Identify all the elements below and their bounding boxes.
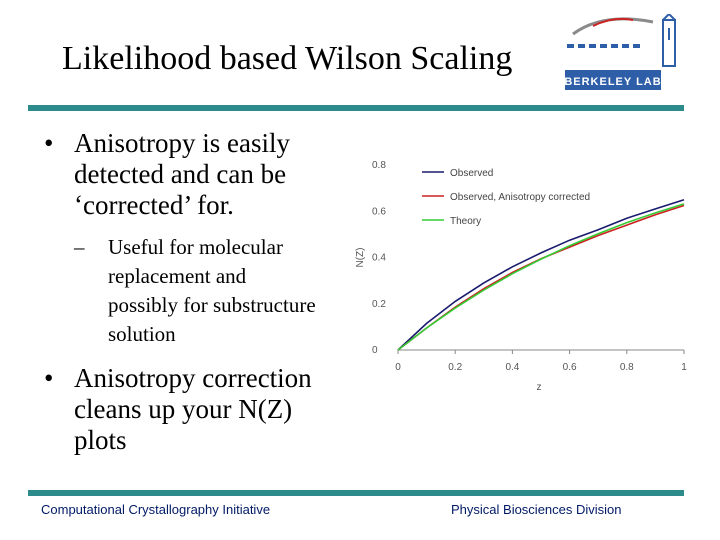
- y-tick-label: 0: [372, 345, 378, 356]
- subbullet-line: Useful for molecular: [108, 235, 283, 259]
- title-divider: [28, 105, 684, 111]
- y-tick-label: 0.2: [372, 299, 386, 310]
- subbullet-line: solution: [108, 322, 176, 346]
- bullet-line: Anisotropy correction: [74, 363, 312, 393]
- x-axis-label: z: [537, 382, 542, 393]
- x-tick-label: 0.2: [448, 362, 462, 373]
- bullet-marker: •: [44, 128, 54, 158]
- slide-title: Likelihood based Wilson Scaling: [62, 40, 513, 77]
- x-tick-label: 0.8: [620, 362, 634, 373]
- subbullet-molecular-replacement: – Useful for molecular replacement and p…: [74, 233, 364, 349]
- nz-chart: 0 0.2 0.4 0.6 0.8 0 0.2 0.4 0.6 0.8 1 z N(Z) Observed…: [355, 160, 687, 393]
- y-axis-label: N(Z): [355, 248, 366, 268]
- logo-bars-icon: [567, 44, 640, 48]
- series-line-1: [397, 204, 685, 351]
- logo-text: BERKELEY LAB: [564, 76, 661, 88]
- y-tick-label: 0.4: [372, 253, 386, 264]
- footer-right-text: Physical Biosciences Division: [451, 502, 622, 517]
- bullet-line: cleans up your N(Z): [74, 394, 293, 424]
- berkeley-lab-logo: BERKELEY LAB: [564, 14, 676, 90]
- bullet-anisotropy-detected: • Anisotropy is easily detected and can …: [44, 128, 364, 221]
- bullet-anisotropy-correction: • Anisotropy correction cleans up your N…: [44, 363, 364, 456]
- bullet-marker: •: [44, 363, 54, 393]
- subbullet-marker: –: [74, 235, 85, 259]
- subbullet-line: replacement and: [108, 264, 247, 288]
- x-tick-label: 0.6: [563, 362, 577, 373]
- logo-banner: [565, 70, 661, 90]
- legend-label-0: Observed: [450, 168, 493, 179]
- x-tick-label: 0: [395, 362, 401, 373]
- legend-label-2: Theory: [450, 216, 481, 227]
- logo-arc-icon: [572, 17, 654, 36]
- x-tick-label: 0.4: [505, 362, 519, 373]
- subbullet-line: possibly for substructure: [108, 293, 316, 317]
- y-tick-label: 0.6: [372, 206, 386, 217]
- y-tick-label: 0.8: [372, 160, 386, 171]
- x-tick-label: 1: [681, 362, 687, 373]
- bullet-line: ‘corrected’ for.: [74, 190, 234, 220]
- bullet-line: Anisotropy is easily: [74, 128, 290, 158]
- bullet-line: plots: [74, 425, 127, 455]
- footer-divider: [28, 490, 684, 496]
- logo-tower-icon: [662, 14, 676, 67]
- footer-left-text: Computational Crystallography Initiative: [41, 502, 271, 517]
- bullet-line: detected and can be: [74, 159, 287, 189]
- series-line-0: [397, 198, 685, 351]
- series-line-2: [397, 203, 685, 351]
- legend-label-1: Observed, Anisotropy corrected: [450, 192, 590, 203]
- bullet-list: • Anisotropy is easily detected and can …: [44, 128, 364, 456]
